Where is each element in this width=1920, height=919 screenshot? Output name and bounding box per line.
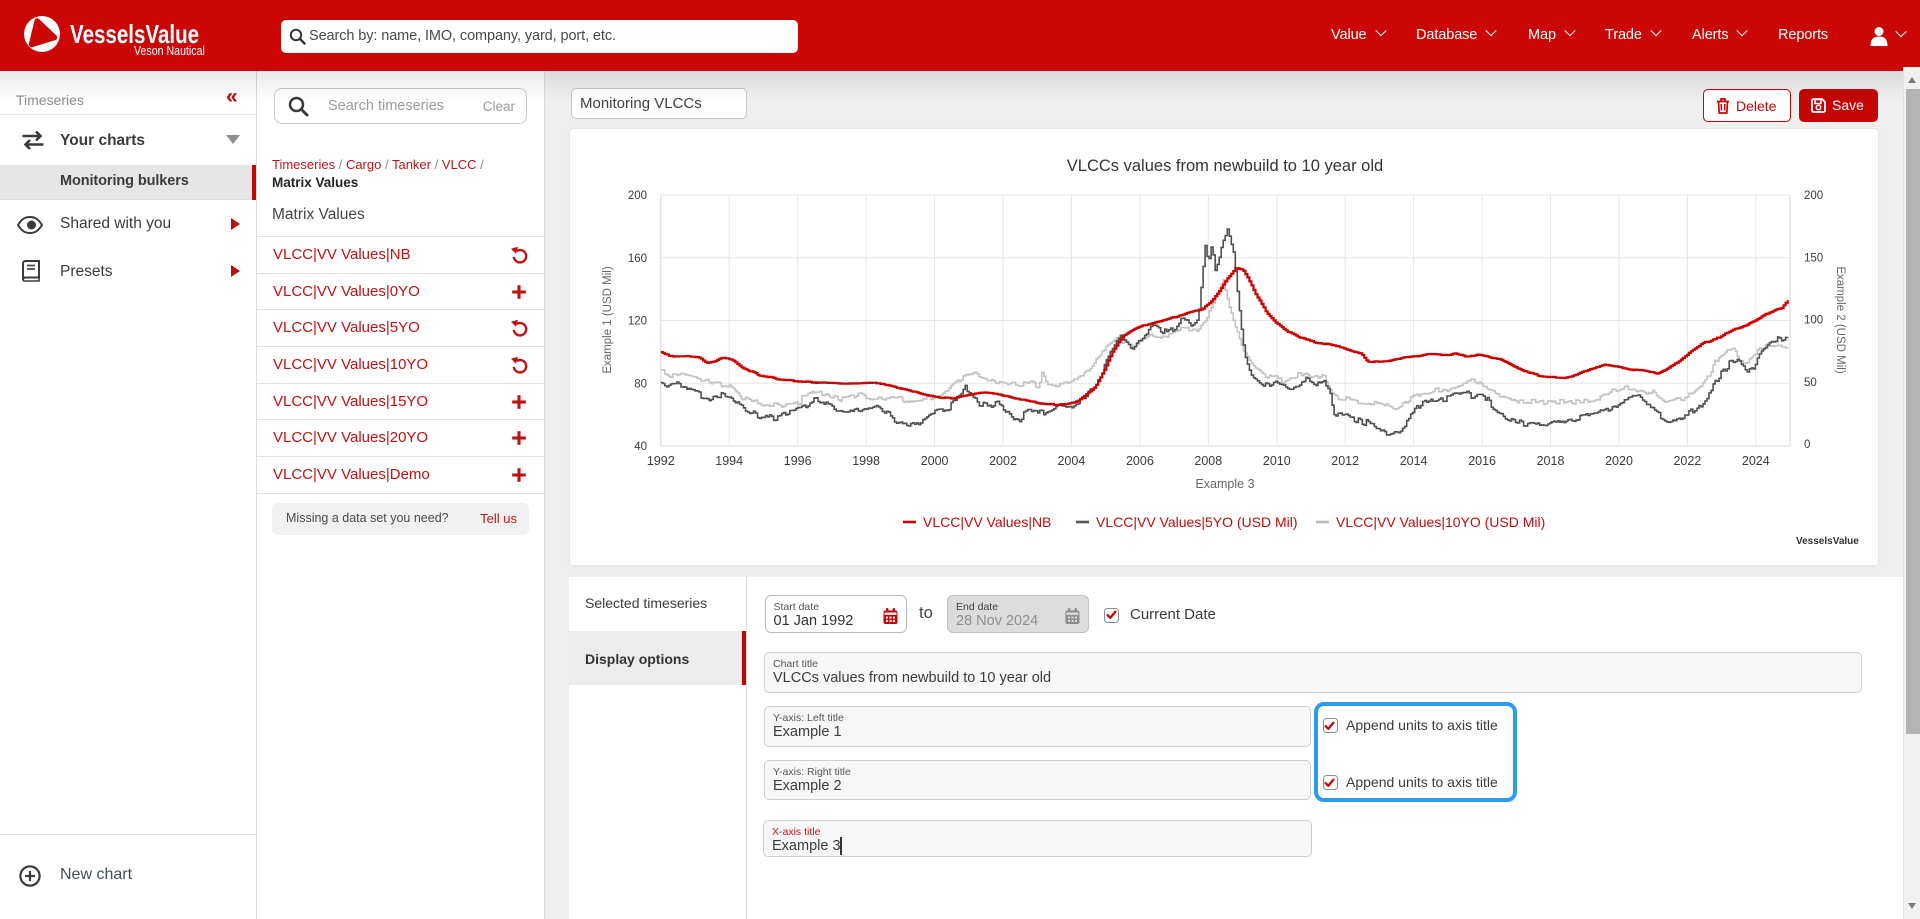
svg-text:150: 150 xyxy=(1804,252,1823,264)
svg-text:1992: 1992 xyxy=(647,454,675,468)
svg-text:2004: 2004 xyxy=(1057,454,1085,468)
svg-text:VesselsValue: VesselsValue xyxy=(1796,536,1859,547)
svg-text:Example 1 (USD Mil): Example 1 (USD Mil) xyxy=(602,266,614,374)
svg-text:2000: 2000 xyxy=(921,454,949,468)
svg-text:200: 200 xyxy=(628,190,647,202)
svg-text:VLCCs values from newbuild to: VLCCs values from newbuild to 10 year ol… xyxy=(1067,157,1383,175)
svg-text:1998: 1998 xyxy=(852,454,880,468)
svg-text:2016: 2016 xyxy=(1468,454,1496,468)
svg-text:VLCC|VV Values|NB: VLCC|VV Values|NB xyxy=(923,514,1051,530)
svg-text:1994: 1994 xyxy=(715,454,743,468)
svg-text:Example 2 (USD Mil): Example 2 (USD Mil) xyxy=(1834,266,1846,374)
svg-text:2022: 2022 xyxy=(1673,454,1701,468)
svg-text:160: 160 xyxy=(628,253,647,265)
svg-text:2014: 2014 xyxy=(1400,454,1428,468)
svg-text:VLCC|VV Values|10YO (USD Mil): VLCC|VV Values|10YO (USD Mil) xyxy=(1336,514,1545,530)
svg-text:50: 50 xyxy=(1804,377,1817,389)
svg-text:2008: 2008 xyxy=(1194,454,1222,468)
svg-text:2020: 2020 xyxy=(1605,454,1633,468)
svg-text:2002: 2002 xyxy=(989,454,1017,468)
svg-text:40: 40 xyxy=(634,441,647,453)
svg-text:2018: 2018 xyxy=(1537,454,1565,468)
svg-text:1996: 1996 xyxy=(784,454,812,468)
svg-text:Example 3: Example 3 xyxy=(1195,477,1254,491)
svg-text:0: 0 xyxy=(1804,439,1810,451)
svg-text:200: 200 xyxy=(1804,190,1823,202)
svg-text:VLCC|VV Values|5YO (USD Mil): VLCC|VV Values|5YO (USD Mil) xyxy=(1096,514,1298,530)
svg-text:2006: 2006 xyxy=(1126,454,1154,468)
svg-text:120: 120 xyxy=(628,316,647,328)
svg-text:2024: 2024 xyxy=(1742,454,1770,468)
svg-text:2012: 2012 xyxy=(1331,454,1359,468)
svg-text:80: 80 xyxy=(634,378,647,390)
svg-text:2010: 2010 xyxy=(1263,454,1291,468)
svg-text:100: 100 xyxy=(1804,315,1823,327)
